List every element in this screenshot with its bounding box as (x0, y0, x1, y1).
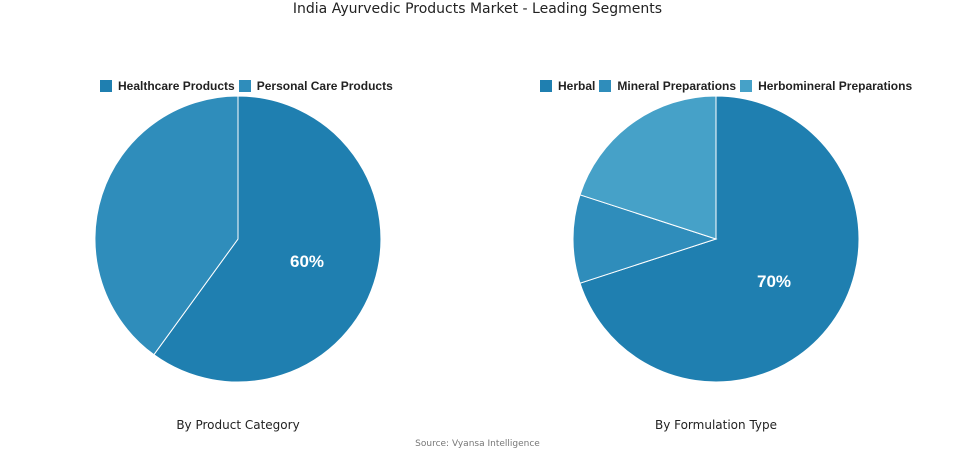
legend-label: Personal Care Products (256, 79, 393, 93)
legend-label: Mineral Preparations (617, 79, 737, 93)
pie-formulation-type: 70% (572, 95, 860, 383)
pie-product-category: 60% (94, 95, 382, 383)
slice-herbomineral-preparations[interactable] (579, 95, 717, 240)
legend-item-personal-care-products[interactable]: Personal Care Products (238, 79, 393, 93)
legend-swatch (238, 80, 251, 92)
legend-label: Herbal (558, 79, 596, 93)
legend-formulation-type: Herbal Mineral Preparations Herbomineral… (540, 79, 916, 93)
legend-swatch (740, 80, 753, 92)
legend-label: Healthcare Products (118, 79, 235, 93)
legend-item-herbomineral-preparations[interactable]: Herbomineral Preparations (740, 79, 912, 93)
legend-swatch (540, 80, 552, 92)
subtitle-product-category: By Product Category (176, 418, 300, 432)
legend-swatch (599, 80, 612, 92)
slice-healthcare-products[interactable] (153, 95, 382, 383)
slice-label-healthcare: 60% (290, 252, 324, 271)
slice-personal-care-products[interactable] (94, 95, 239, 356)
legend-product-category: Healthcare Products Personal Care Produc… (100, 79, 397, 93)
legend-item-mineral-preparations[interactable]: Mineral Preparations (599, 79, 736, 93)
slice-herbal[interactable] (579, 95, 860, 383)
subtitle-formulation-type: By Formulation Type (654, 418, 778, 432)
legend-item-herbal[interactable]: Herbal (540, 79, 595, 93)
legend-label: Herbomineral Preparations (758, 79, 913, 93)
source-note: Source: Vyansa Intelligence (415, 439, 540, 449)
legend-item-healthcare-products[interactable]: Healthcare Products (100, 79, 235, 93)
chart-title: India Ayurvedic Products Market - Leadin… (292, 1, 663, 17)
slice-mineral-preparations[interactable] (572, 194, 718, 284)
legend-swatch (100, 80, 112, 92)
slice-label-herbal: 70% (757, 272, 791, 291)
